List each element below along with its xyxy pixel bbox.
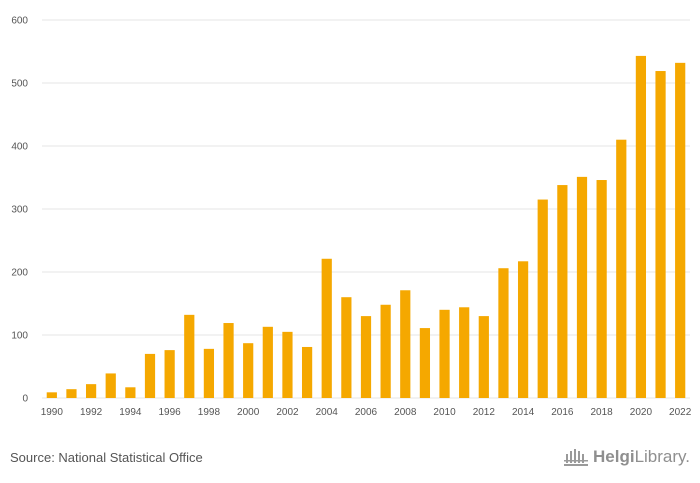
bar-1996[interactable]	[164, 350, 175, 398]
bar-2005[interactable]	[341, 297, 352, 398]
bar-1994[interactable]	[125, 387, 136, 398]
y-tick-label: 100	[11, 331, 28, 342]
x-tick-label: 2012	[473, 407, 496, 418]
brand-name-part2: Library.	[634, 447, 690, 466]
x-tick-label: 2006	[355, 407, 378, 418]
x-tick-label: 2010	[433, 407, 456, 418]
bar-2020[interactable]	[635, 55, 647, 398]
bar-2003[interactable]	[301, 346, 313, 398]
y-tick-label: 200	[11, 268, 28, 279]
x-tick-label: 2020	[630, 407, 653, 418]
x-tick-label: 2022	[669, 407, 692, 418]
x-axis-ticks: 1990 1992 1994 1996 1998 2000 2002 2004 2006 2008…	[41, 407, 692, 418]
x-tick-label: 2018	[591, 407, 614, 418]
y-axis-ticks: 0 100 200 300 400 500 600	[11, 16, 28, 405]
bar-2000[interactable]	[243, 343, 254, 398]
x-tick-label: 2002	[276, 407, 299, 418]
brand-name-part1: Helgi	[593, 447, 635, 466]
y-tick-label: 400	[11, 142, 28, 153]
y-tick-label: 300	[11, 205, 28, 216]
source-note: Source: National Statistical Office	[10, 450, 203, 465]
x-tick-label: 1994	[119, 407, 142, 418]
bar-2007[interactable]	[380, 304, 391, 398]
bar-chart: 0 100 200 300 400 500 600 1990 1992 1994 1996 1998…	[11, 16, 692, 419]
bar-2010[interactable]	[439, 309, 450, 398]
bar-1997[interactable]	[184, 314, 195, 398]
bar-1992[interactable]	[85, 384, 97, 398]
x-tick-label: 1996	[159, 407, 182, 418]
bar-1999[interactable]	[223, 323, 234, 398]
bar-2015[interactable]	[537, 199, 548, 398]
x-tick-label: 2016	[551, 407, 574, 418]
bar-2019[interactable]	[616, 139, 627, 398]
x-tick-label: 2000	[237, 407, 260, 418]
bar-2017[interactable]	[576, 176, 588, 398]
bar-1990[interactable]	[46, 392, 57, 398]
bar-2018[interactable]	[596, 180, 607, 398]
bar-1998[interactable]	[203, 348, 215, 398]
y-tick-label: 500	[11, 79, 28, 90]
bar-2006[interactable]	[360, 316, 372, 398]
bar-2009[interactable]	[419, 328, 431, 398]
bar-2013[interactable]	[498, 268, 509, 398]
x-tick-label: 2014	[512, 407, 535, 418]
brand-name: HelgiLibrary.	[593, 447, 690, 467]
x-tick-label: 1992	[80, 407, 103, 418]
bar-2008[interactable]	[400, 290, 411, 398]
grid-lines	[42, 19, 690, 399]
bar-2011[interactable]	[459, 307, 470, 398]
bar-2001[interactable]	[262, 326, 273, 398]
bar-2004[interactable]	[321, 258, 332, 398]
x-tick-label: 1998	[198, 407, 221, 418]
brand-logo[interactable]: HelgiLibrary.	[563, 447, 690, 467]
bar-2014[interactable]	[517, 261, 529, 398]
y-tick-label: 600	[11, 16, 28, 27]
bar-2016[interactable]	[557, 185, 568, 398]
bar-2012[interactable]	[478, 316, 489, 398]
bar-1993[interactable]	[105, 373, 116, 398]
x-tick-label: 2004	[316, 407, 339, 418]
bar-2022[interactable]	[675, 62, 686, 399]
bar-2021[interactable]	[655, 71, 666, 398]
x-tick-label: 2008	[394, 407, 417, 418]
bar-1995[interactable]	[144, 353, 156, 398]
bar-series	[46, 55, 686, 399]
library-building-icon	[564, 449, 588, 466]
y-tick-label: 0	[22, 394, 28, 405]
bar-1991[interactable]	[66, 389, 77, 398]
bar-2002[interactable]	[282, 331, 293, 398]
x-tick-label: 1990	[41, 407, 64, 418]
